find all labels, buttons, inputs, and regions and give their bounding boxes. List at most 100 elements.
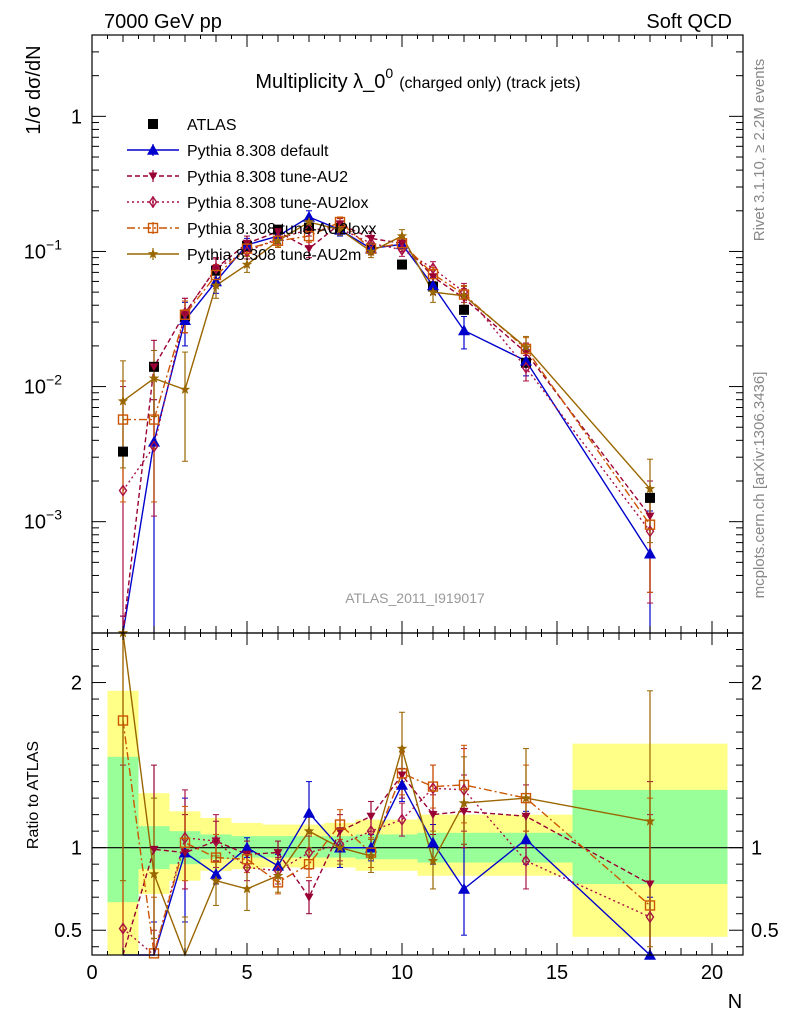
ratio-point-au2: [149, 845, 159, 854]
legend-item-atlas: ATLAS: [148, 117, 237, 134]
ratio-point-au2m: [365, 850, 377, 861]
ratio-point-au2: [428, 811, 438, 820]
ratio-line-au2m: [122, 632, 651, 957]
ratio-point-au2: [459, 807, 469, 816]
legend-marker-default: [147, 144, 159, 155]
top-point-au2: [645, 512, 655, 521]
y-tick-label: 10−1: [24, 236, 62, 263]
top-point-au2lox: [521, 361, 531, 374]
top-line-au2: [122, 223, 651, 634]
top-point-default: [458, 324, 470, 336]
ratio-point-au2loxx: [210, 852, 222, 863]
ratio-y-tick-label-right: 2: [751, 673, 762, 695]
legend-marker-au2lox: [148, 195, 158, 209]
ratio-point-au2: [180, 849, 190, 858]
main-title: Multiplicity λ_00(charged only) (track j…: [255, 65, 580, 93]
legend-label-atlas: ATLAS: [187, 117, 237, 134]
ratio-point-default: [303, 806, 315, 818]
top-point-au2m: [365, 245, 377, 256]
ratio-point-au2loxx: [303, 858, 315, 870]
top-point-au2loxx: [179, 309, 191, 320]
ratio-point-au2loxx: [241, 854, 253, 865]
top-point-au2loxx: [303, 230, 315, 242]
ratio-y-tick-label-right: 0.5: [751, 920, 779, 942]
top-point-au2m: [458, 290, 470, 301]
top-point-au2loxx: [241, 243, 253, 254]
top-point-au2: [304, 245, 314, 254]
ratio-y-tick-label: 0.5: [54, 920, 82, 942]
legend-label-default: Pythia 8.308 default: [187, 143, 329, 160]
ratio-point-au2loxx: [334, 819, 346, 830]
top-point-au2m: [334, 224, 346, 235]
ratio-point-au2m: [520, 792, 532, 803]
top-point-au2loxx: [644, 519, 656, 530]
header-left: 7000 GeV pp: [104, 11, 222, 33]
ratio-point-au2loxx: [427, 781, 439, 792]
ratio-point-au2: [645, 880, 655, 889]
x-tick-label: 10: [391, 962, 413, 984]
ratio-point-au2loxx: [644, 900, 656, 911]
ratio-point-au2loxx: [179, 837, 191, 848]
top-point-au2loxx: [396, 238, 408, 249]
ratio-y-tick-label: 1: [71, 838, 82, 860]
ratio-point-au2m: [396, 743, 408, 754]
legend-item-au2m: Pythia 8.308 tune-AU2m: [127, 247, 361, 264]
legend-item-au2loxx: Pythia 8.308 tune-AU2loxx: [127, 221, 376, 238]
top-point-default: [520, 354, 532, 366]
top-point-atlas: [459, 304, 469, 315]
x-tick-label: 5: [241, 962, 252, 984]
ratio-point-au2lox: [211, 834, 221, 848]
top-point-au2loxx: [148, 414, 160, 425]
ratio-point-au2lox: [242, 861, 252, 874]
top-point-default: [427, 279, 439, 291]
legend-item-default: Pythia 8.308 default: [127, 143, 329, 160]
y-tick-label: 1: [71, 106, 82, 128]
ratio-point-au2lox: [397, 813, 407, 826]
ratio-point-au2lox: [645, 910, 655, 924]
header-right: Soft QCD: [646, 11, 732, 33]
mcplots-label: mcplots.cern.ch [arXiv:1306.3436]: [751, 372, 768, 599]
legend-item-au2: Pythia 8.308 tune-AU2: [127, 169, 348, 186]
legend-item-au2lox: Pythia 8.308 tune-AU2lox: [127, 195, 368, 212]
top-point-atlas: [304, 222, 314, 233]
top-point-au2m: [644, 483, 656, 494]
top-point-default: [644, 547, 656, 559]
ratio-point-au2: [304, 893, 314, 902]
rivet-label: Rivet 3.1.10, ≥ 2.2M events: [751, 59, 768, 242]
top-point-au2m: [117, 395, 129, 406]
ratio-point-default: [241, 841, 253, 853]
ratio-point-default: [520, 833, 532, 845]
top-line-au2loxx: [123, 221, 651, 526]
legend-marker-au2: [148, 172, 158, 181]
x-tick-label: 20: [701, 962, 723, 984]
analysis-watermark: ATLAS_2011_I919017: [345, 590, 485, 606]
y-tick-label: 10−2: [24, 372, 62, 399]
top-point-au2loxx: [427, 268, 439, 280]
top-point-au2m: [272, 235, 284, 246]
legend-label-au2lox: Pythia 8.308 tune-AU2lox: [187, 195, 368, 212]
ratio-point-au2loxx: [117, 715, 129, 726]
top-point-au2m: [210, 279, 222, 290]
top-point-au2m: [148, 372, 160, 383]
top-point-au2m: [520, 341, 532, 352]
top-point-au2m: [427, 286, 439, 297]
legend-label-au2: Pythia 8.308 tune-AU2: [187, 169, 348, 186]
x-tick-label: 0: [86, 962, 97, 984]
band-inner-bin: [386, 834, 418, 860]
ratio-point-default: [210, 868, 222, 879]
ratio-point-au2lox: [521, 854, 531, 868]
ratio-point-au2: [397, 771, 407, 780]
x-axis-label: N: [728, 991, 742, 1013]
y-axis-label-ratio: Ratio to ATLAS: [25, 741, 42, 849]
ratio-line-au2lox: [122, 787, 651, 957]
ratio-point-default: [396, 778, 408, 790]
top-point-au2lox: [211, 262, 221, 275]
ratio-point-default: [365, 841, 377, 853]
top-point-atlas: [645, 492, 655, 503]
top-point-au2: [428, 273, 438, 282]
ratio-point-au2: [521, 812, 531, 821]
top-point-au2loxx: [210, 269, 222, 281]
top-point-au2m: [179, 384, 191, 395]
ratio-point-au2m: [272, 870, 284, 881]
